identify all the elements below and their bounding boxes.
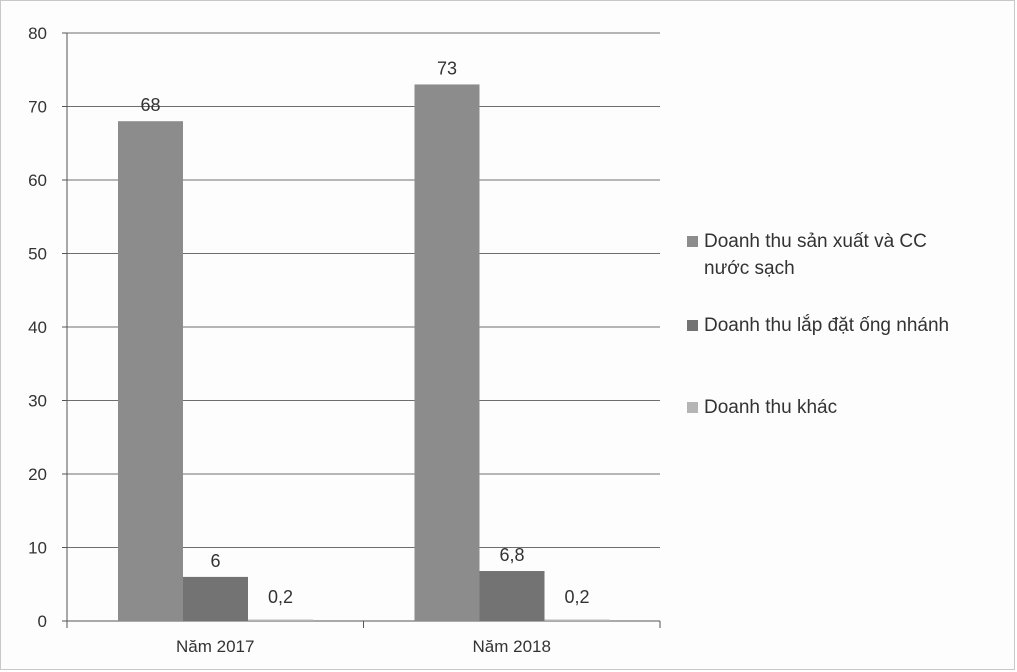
x-tick-label: Năm 2017 [176,637,254,656]
legend-swatch [687,402,698,413]
x-tick-label: Năm 2018 [473,637,551,656]
y-tick-label: 0 [38,612,47,631]
data-label: 0,2 [268,587,293,607]
bar [118,121,183,621]
data-label: 6,8 [499,545,524,565]
data-label: 73 [437,58,457,78]
bar [183,576,248,621]
y-tick-label: 50 [28,245,47,264]
bar [248,619,313,621]
bar [414,84,480,621]
data-label: 68 [140,95,160,115]
y-tick-label: 60 [28,171,47,190]
legend-label: Doanh thu khác [704,397,837,418]
legend-label: Doanh thu lắp đặt ống nhánh [704,314,949,336]
y-tick-label: 30 [28,392,47,411]
legend-swatch [687,320,698,331]
y-tick-label: 70 [28,98,47,117]
y-tick-label: 80 [28,24,47,43]
bar [479,571,545,621]
legend-label: nước sạch [704,258,795,279]
y-tick-label: 10 [28,539,47,558]
y-tick-label: 40 [28,318,47,337]
legend-label: Doanh thu sản xuất và CC [704,231,927,252]
y-tick-label: 20 [28,465,47,484]
bar [544,619,610,621]
data-label: 6 [210,551,220,571]
data-label: 0,2 [564,587,589,607]
legend-swatch [687,236,698,247]
